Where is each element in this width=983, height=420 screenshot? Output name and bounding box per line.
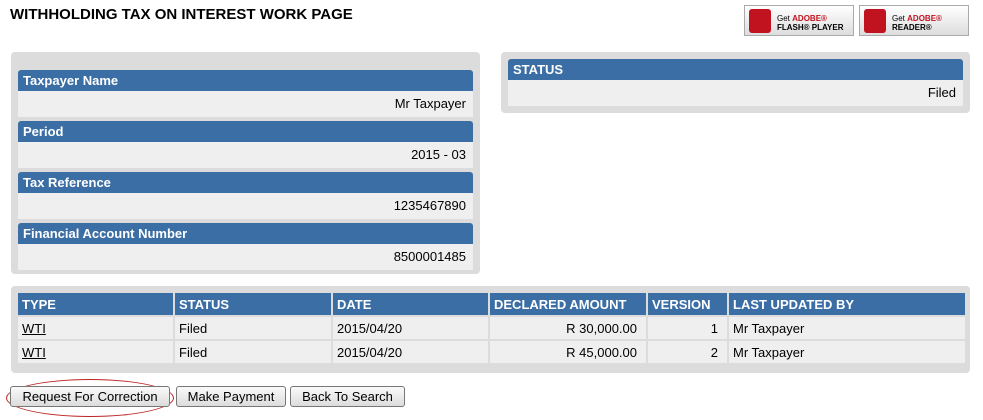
column-header: STATUS — [173, 293, 331, 315]
cell: Filed — [173, 317, 331, 339]
adobe-badge[interactable]: Get ADOBE® FLASH® PLAYER — [744, 5, 854, 36]
field-value: 2015 - 03 — [18, 142, 473, 168]
cell: R 45,000.00 — [488, 341, 646, 363]
field: Period 2015 - 03 — [18, 121, 473, 168]
column-header: VERSION — [646, 293, 727, 315]
badge-get: Get — [892, 14, 905, 23]
cell: 2 — [646, 341, 727, 363]
highlight-ellipse — [6, 379, 174, 417]
cell: WTI — [16, 341, 173, 363]
type-link[interactable]: WTI — [22, 320, 46, 336]
action-button[interactable]: Back To Search — [290, 386, 405, 407]
badge-icon — [749, 9, 771, 33]
badge-text: Get ADOBE® FLASH® PLAYER — [777, 14, 844, 32]
field: Financial Account Number 8500001485 — [18, 223, 473, 270]
cell: WTI — [16, 317, 173, 339]
status-panel: STATUS Filed — [501, 52, 970, 113]
badge-brand: ADOBE® — [792, 14, 827, 23]
adobe-badge[interactable]: Get ADOBE® READER® — [859, 5, 969, 36]
badge-icon — [864, 9, 886, 33]
table-panel: TYPE STATUS DATE DECLARED AMOUNT VERSION LAST… — [11, 286, 970, 373]
table-row: WTI Filed 2015/04/20 R 45,000.00 2 Mr Taxpaye… — [16, 341, 965, 363]
field-label: Financial Account Number — [18, 223, 473, 244]
cell: Filed — [173, 341, 331, 363]
field-label: Period — [18, 121, 473, 142]
column-header: TYPE — [16, 293, 173, 315]
column-header: DATE — [331, 293, 488, 315]
column-header: DECLARED AMOUNT — [488, 293, 646, 315]
cell: Mr Taxpayer — [727, 341, 965, 363]
field: Tax Reference 1235467890 — [18, 172, 473, 219]
returns-table: TYPE STATUS DATE DECLARED AMOUNT VERSION LAST… — [16, 291, 965, 365]
field-value: 1235467890 — [18, 193, 473, 219]
cell: 1 — [646, 317, 727, 339]
badge-brand: ADOBE® — [907, 14, 942, 23]
cell: 2015/04/20 — [331, 317, 488, 339]
cell: Mr Taxpayer — [727, 317, 965, 339]
type-link[interactable]: WTI — [22, 344, 46, 360]
status-value: Filed — [508, 80, 963, 106]
page-title: WITHHOLDING TAX ON INTEREST WORK PAGE — [10, 6, 353, 23]
badge-get: Get — [777, 14, 790, 23]
status-header: STATUS — [508, 59, 963, 80]
table-row: WTI Filed 2015/04/20 R 30,000.00 1 Mr Taxpaye… — [16, 317, 965, 339]
column-header: LAST UPDATED BY — [727, 293, 965, 315]
badge-product: READER® — [892, 23, 932, 32]
field-label: Tax Reference — [18, 172, 473, 193]
field-value: Mr Taxpayer — [18, 91, 473, 117]
taxpayer-panel: Taxpayer Name Mr Taxpayer Period 2015 - 03 T… — [11, 52, 480, 274]
field-label: Taxpayer Name — [18, 70, 473, 91]
field-value: 8500001485 — [18, 244, 473, 270]
action-button[interactable]: Make Payment — [176, 386, 286, 407]
badge-product: FLASH® PLAYER — [777, 23, 844, 32]
cell: 2015/04/20 — [331, 341, 488, 363]
field: Taxpayer Name Mr Taxpayer — [18, 70, 473, 117]
action-button[interactable]: Request For Correction — [10, 386, 170, 407]
cell: R 30,000.00 — [488, 317, 646, 339]
badge-text: Get ADOBE® READER® — [892, 14, 942, 32]
